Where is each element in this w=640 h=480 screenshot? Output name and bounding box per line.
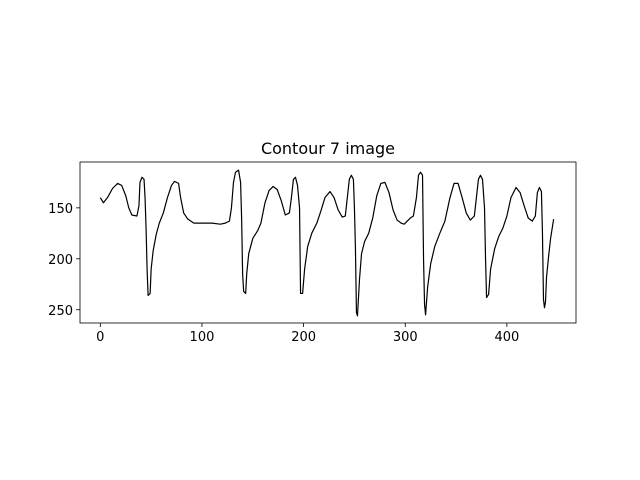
x-tick-label: 100 — [190, 330, 215, 345]
chart-title: Contour 7 image — [261, 139, 395, 158]
x-tick-label: 0 — [96, 330, 104, 345]
y-tick-label: 150 — [48, 202, 73, 217]
x-tick-label: 200 — [291, 330, 316, 345]
axes-frame — [79, 161, 577, 324]
x-tick-label: 300 — [393, 330, 418, 345]
y-tick-label: 200 — [48, 253, 73, 268]
y-tick-label: 250 — [48, 304, 73, 319]
data-line — [99, 169, 555, 317]
x-tick-label: 400 — [494, 330, 519, 345]
